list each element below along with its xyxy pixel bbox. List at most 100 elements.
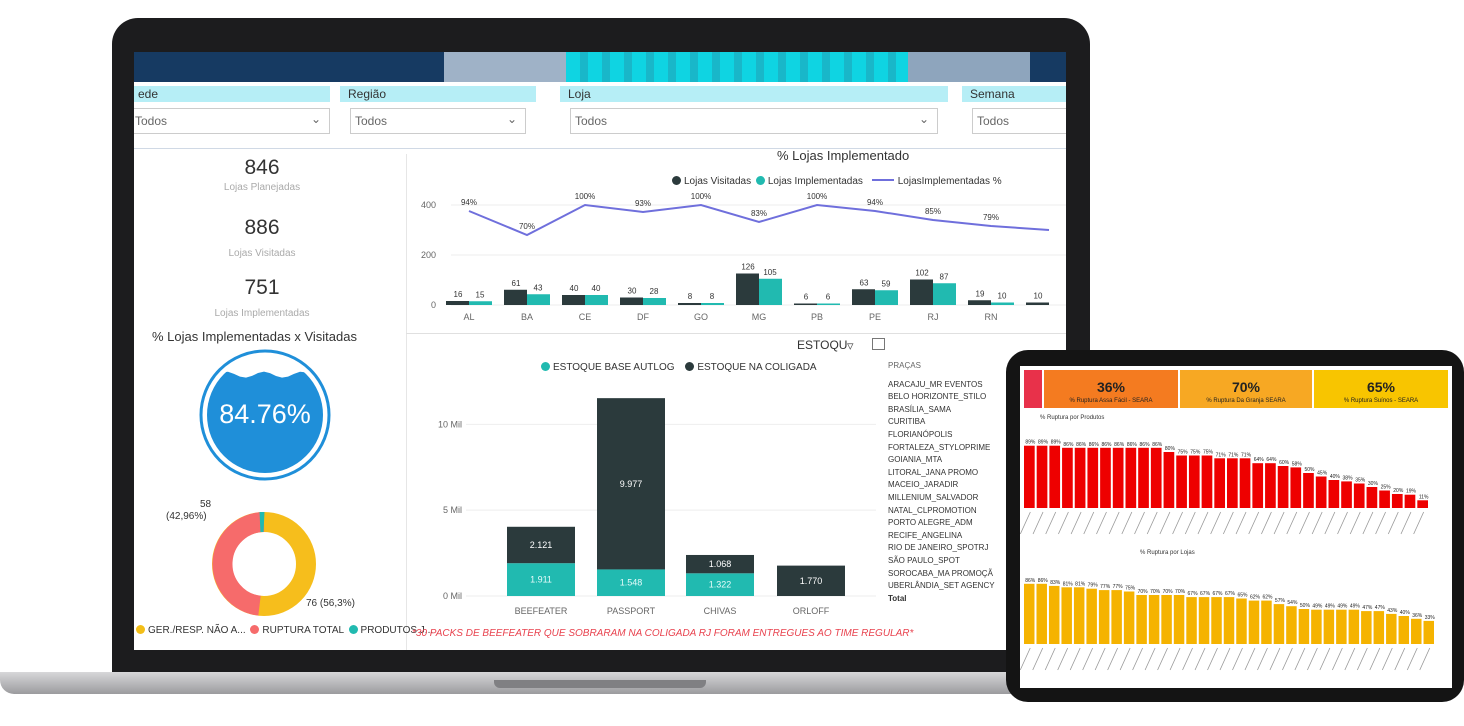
kpi-value: 751 xyxy=(244,276,280,299)
chevron-down-icon[interactable]: ⌄ xyxy=(506,112,517,126)
x-tick-label xyxy=(1319,647,1331,671)
table-row[interactable]: FLORIANÓPOLIS xyxy=(888,429,953,439)
slicer-loja-label: Loja xyxy=(560,86,948,102)
table-row[interactable]: MILLENIUM_SALVADOR xyxy=(888,492,979,502)
divider xyxy=(134,148,1066,149)
table-row[interactable]: PORTO ALEGRE_ADM xyxy=(888,518,973,528)
table-row[interactable]: RIO DE JANEIRO_SPOTRJ xyxy=(888,543,989,553)
bar xyxy=(1248,600,1260,644)
x-tick-label xyxy=(1096,511,1107,535)
data-label: 64% xyxy=(1254,457,1265,463)
focus-mode-icon[interactable] xyxy=(872,338,885,350)
table-row[interactable]: ARACAJU_MR EVENTOS xyxy=(888,379,983,389)
kpi-value: 65% xyxy=(1366,379,1396,395)
chevron-down-icon[interactable]: ⌄ xyxy=(918,112,929,126)
data-label: 60% xyxy=(1279,460,1290,466)
bar xyxy=(1252,463,1264,508)
slicer-semana-label: Semana xyxy=(962,86,1066,102)
x-tick-label xyxy=(1169,647,1181,671)
pct-label: 83% xyxy=(751,209,767,218)
x-tick-label xyxy=(1369,647,1381,671)
bar-chart-lojas-ruptura: 86% 86% 83% 81% 81% 79% 77% 77% 75%70% 70% 70% 70% 6… xyxy=(1020,578,1436,671)
data-label: 102 xyxy=(915,269,929,278)
chart-title-lojas-ruptura: % Ruptura por Lojas xyxy=(1140,550,1195,556)
bar xyxy=(1049,445,1061,508)
table-row[interactable]: CURITIBA xyxy=(888,417,926,427)
legend-label: Lojas Visitadas xyxy=(684,176,752,187)
slicer-regiao-dropdown[interactable]: Todos ⌄ xyxy=(350,108,526,134)
kpi-value: 846 xyxy=(244,156,280,179)
slicer-rede-dropdown[interactable]: Todos ⌄ xyxy=(134,108,330,134)
table-row[interactable]: BRASÍLIA_SAMA xyxy=(888,404,952,414)
slicer-loja-dropdown[interactable]: Todos ⌄ xyxy=(570,108,938,134)
filter-icon[interactable]: ▿ xyxy=(847,338,854,353)
x-tick-label xyxy=(1282,647,1293,671)
data-label: 67% xyxy=(1213,591,1224,597)
bar xyxy=(1386,613,1397,644)
chevron-down-icon[interactable]: ⌄ xyxy=(310,112,321,126)
kpi-lojas-visitadas: 886 Lojas Visitadas xyxy=(134,216,390,259)
x-tick-label xyxy=(1362,511,1374,535)
slicer-regiao-label: Região xyxy=(340,86,536,102)
bar xyxy=(1161,595,1172,644)
legend-dot xyxy=(348,625,358,634)
table-row[interactable]: MACEIO_JARADIR xyxy=(888,480,959,490)
data-label: 86% xyxy=(1089,442,1100,448)
divider xyxy=(406,333,1066,334)
legend-dot xyxy=(685,362,695,371)
table-row[interactable]: SÃO PAULO_SPOT xyxy=(888,555,960,565)
data-label: 8 xyxy=(688,292,693,301)
gauge-ring xyxy=(199,349,331,481)
bar xyxy=(1100,447,1111,508)
laptop-notch xyxy=(494,680,706,688)
y-tick-label: 200 xyxy=(421,250,436,260)
bar xyxy=(1323,609,1335,644)
bar xyxy=(1188,455,1200,508)
table-row[interactable]: UBERLÂNDIA_SET AGENCY xyxy=(888,581,995,591)
table-row[interactable]: GOIANIA_MTA xyxy=(888,455,943,465)
bar xyxy=(1024,583,1035,644)
data-label: 30 xyxy=(628,287,637,296)
legend-dot xyxy=(250,625,260,634)
x-tick-label xyxy=(1413,511,1425,535)
data-label: 1.322 xyxy=(709,580,732,590)
kpi-value: 36% xyxy=(1096,379,1126,395)
table-row[interactable]: SOROCABA_MA PROMOÇÃ xyxy=(888,568,993,578)
x-tick-label: PE xyxy=(869,312,881,322)
legend-line xyxy=(871,179,894,181)
x-tick-label xyxy=(1058,511,1069,535)
slicer-semana[interactable]: Semana Todos xyxy=(962,86,1066,142)
slicer-loja[interactable]: Loja Todos ⌄ xyxy=(560,86,948,142)
data-label: 40 xyxy=(570,284,579,293)
bar xyxy=(1223,597,1235,644)
slicer-rede[interactable]: ede Todos ⌄ xyxy=(134,86,330,142)
x-tick-label xyxy=(1419,647,1431,671)
x-tick-label xyxy=(1311,511,1323,535)
slicer-loja-value: Todos xyxy=(575,114,608,128)
kpi-lojas-planejadas: 846 Lojas Planejadas xyxy=(134,156,390,193)
legend-dot xyxy=(755,176,765,185)
table-row[interactable]: RECIFE_ANGELINA xyxy=(888,530,963,540)
data-label: 33% xyxy=(1425,615,1436,621)
kpi-color-strip xyxy=(1024,370,1042,408)
data-label: 89% xyxy=(1051,440,1062,446)
data-label: 75% xyxy=(1178,450,1189,456)
table-row[interactable]: BELO HORIZONTE_STILO xyxy=(888,392,987,402)
banner-image-center xyxy=(566,52,908,82)
bar xyxy=(1336,609,1347,644)
slicer-regiao[interactable]: Região Todos ⌄ xyxy=(340,86,536,142)
legend-label: Lojas Implementadas xyxy=(767,176,863,187)
x-tick-label xyxy=(1324,511,1336,535)
pct-label: 70% xyxy=(519,222,535,231)
x-tick-label xyxy=(1219,647,1231,671)
bar xyxy=(1341,481,1352,508)
table-row[interactable]: NATAL_CLPROMOTION xyxy=(888,505,977,515)
table-row[interactable]: FORTALEZA_STYLOPRIME xyxy=(888,442,991,452)
bar-estoque-na-coligada xyxy=(507,526,575,564)
donut-label-bottom: 76 (56,3%) xyxy=(306,598,355,609)
slicer-semana-dropdown[interactable]: Todos xyxy=(972,108,1066,134)
table-row[interactable]: LITORAL_JANA PROMO xyxy=(888,467,979,477)
bar xyxy=(1391,494,1403,508)
bar xyxy=(1379,490,1390,508)
data-label: 1.068 xyxy=(709,559,732,569)
